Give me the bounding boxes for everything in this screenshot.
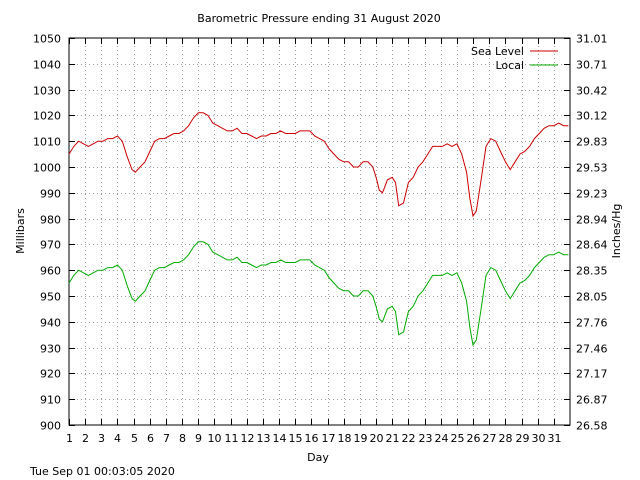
plot-frame (68, 37, 571, 426)
y2-tick-label: 28.35 (576, 265, 608, 278)
y-tick-label: 990 (40, 188, 61, 201)
y-tick-label: 1050 (33, 33, 61, 46)
x-tick-label: 9 (195, 432, 202, 445)
legend-label: Sea Level (471, 45, 524, 58)
y-axis-label: Millibars (14, 208, 27, 254)
y2-tick-label: 29.83 (576, 136, 608, 149)
y-tick-label: 960 (40, 265, 61, 278)
x-tick-label: 5 (131, 432, 138, 445)
y-tick-label: 1000 (33, 162, 61, 175)
y2-tick-label: 30.42 (576, 85, 608, 98)
y2-tick-label: 27.17 (576, 368, 608, 381)
x-tick-label: 12 (241, 432, 255, 445)
x-tick-label: 21 (386, 432, 400, 445)
y2-tick-label: 30.12 (576, 110, 608, 123)
chart-title: Barometric Pressure ending 31 August 202… (197, 12, 440, 25)
x-tick-label: 10 (208, 432, 222, 445)
x-tick-label: 7 (163, 432, 170, 445)
y-tick-label: 1020 (33, 110, 61, 123)
timestamp: Tue Sep 01 00:03:05 2020 (29, 465, 175, 478)
x-axis-label: Day (307, 451, 329, 464)
y-tick-label: 900 (40, 420, 61, 433)
y2-tick-label: 28.05 (576, 291, 608, 304)
x-tick-label: 31 (548, 432, 562, 445)
x-tick-label: 2 (82, 432, 89, 445)
x-tick-label: 20 (370, 432, 384, 445)
y2-tick-label: 31.01 (576, 33, 608, 46)
y-tick-label: 950 (40, 291, 61, 304)
x-tick-label: 27 (483, 432, 497, 445)
y-tick-label: 980 (40, 214, 61, 227)
series-lines (68, 112, 569, 347)
x-tick-label: 28 (499, 432, 513, 445)
x-tick-label: 6 (147, 432, 154, 445)
y-tick-label: 920 (40, 368, 61, 381)
x-tick-label: 22 (402, 432, 416, 445)
x-tick-label: 19 (354, 432, 368, 445)
x-tick-label: 17 (322, 432, 336, 445)
x-tick-label: 3 (98, 432, 105, 445)
x-tick-label: 14 (273, 432, 287, 445)
y-tick-label: 1040 (33, 59, 61, 72)
x-tick-label: 23 (419, 432, 433, 445)
legend-label: Local (495, 59, 524, 72)
y2-axis-label: Inches/Hg (610, 204, 623, 259)
y-tick-label: 940 (40, 317, 61, 330)
y-tick-label: 930 (40, 343, 61, 356)
x-tick-label: 18 (338, 432, 352, 445)
x-tick-label: 26 (467, 432, 481, 445)
x-tick-label: 11 (225, 432, 239, 445)
y2-tick-label: 28.94 (576, 214, 608, 227)
x-tick-label: 13 (257, 432, 271, 445)
x-tick-label: 4 (114, 432, 121, 445)
x-tick-label: 29 (516, 432, 530, 445)
y2-tick-label: 29.53 (576, 162, 608, 175)
y-tick-label: 910 (40, 394, 61, 407)
grid-lines (69, 38, 570, 425)
y-tick-label: 1010 (33, 136, 61, 149)
y2-tick-label: 28.64 (576, 239, 608, 252)
y-tick-label: 1030 (33, 85, 61, 98)
x-tick-label: 16 (305, 432, 319, 445)
y2-tick-label: 27.76 (576, 317, 608, 330)
x-tick-label: 1 (66, 432, 73, 445)
y2-tick-label: 29.23 (576, 188, 608, 201)
y2-tick-label: 30.71 (576, 59, 608, 72)
y2-tick-label: 26.58 (576, 420, 608, 433)
series-line-sea-level (68, 112, 569, 218)
x-tick-label: 24 (435, 432, 449, 445)
x-tick-label: 8 (179, 432, 186, 445)
y-tick-label: 970 (40, 239, 61, 252)
x-tick-label: 25 (451, 432, 465, 445)
x-tick-label: 15 (289, 432, 303, 445)
x-tick-label: 30 (532, 432, 546, 445)
series-line-local (68, 241, 569, 347)
y2-tick-label: 26.87 (576, 394, 608, 407)
y2-tick-label: 27.46 (576, 343, 608, 356)
